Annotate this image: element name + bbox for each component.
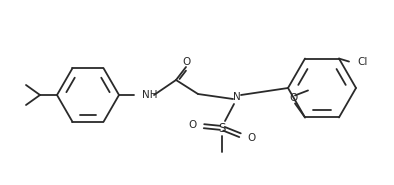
Text: S: S (218, 122, 226, 134)
Text: O: O (183, 57, 191, 67)
Text: O: O (247, 133, 255, 143)
Text: NH: NH (142, 90, 158, 100)
Text: Cl: Cl (357, 57, 367, 67)
Text: O: O (189, 120, 197, 130)
Text: O: O (290, 93, 298, 103)
Text: N: N (233, 92, 241, 102)
